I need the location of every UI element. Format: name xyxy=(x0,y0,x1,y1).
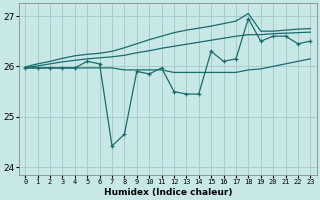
X-axis label: Humidex (Indice chaleur): Humidex (Indice chaleur) xyxy=(104,188,232,197)
